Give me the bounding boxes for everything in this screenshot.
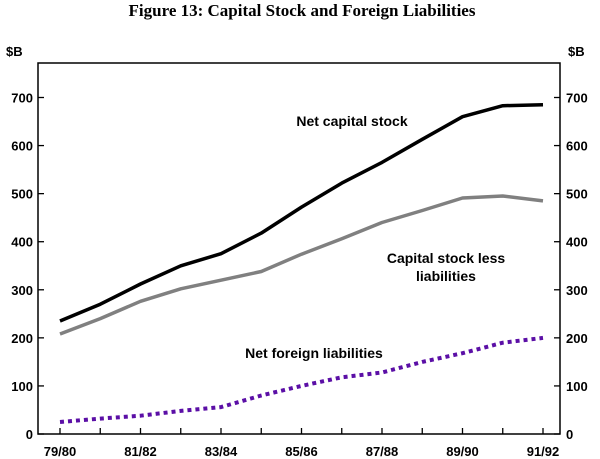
series-label: Net capital stock (296, 113, 407, 129)
x-tick-label: 79/80 (44, 444, 77, 459)
series-label: liabilities (416, 268, 476, 284)
series-label: Net foreign liabilities (245, 345, 383, 361)
y-tick-label-right: 700 (566, 91, 588, 106)
y-tick-label-right: 100 (566, 379, 588, 394)
y-tick-label-right: 500 (566, 187, 588, 202)
y-tick-label-left: 100 (11, 379, 33, 394)
y-tick-label-right: 200 (566, 331, 588, 346)
y-axis-ticks: 0 0 100 100 200 200 300 300 400 400 500 500 600 600 70… (11, 91, 587, 443)
x-tick-label: 91/92 (527, 444, 560, 459)
x-tick-label: 83/84 (205, 444, 238, 459)
x-axis-ticks: 79/80 81/82 83/84 85/86 87/88 89/90 91/92 (44, 428, 560, 459)
y-tick-label-left: 700 (11, 91, 33, 106)
y-tick-label-right: 300 (566, 283, 588, 298)
series-labels: Net capital stock Capital stock less liabi… (245, 113, 505, 361)
y-tick-label-left: 500 (11, 187, 33, 202)
series-label: Capital stock less (387, 250, 505, 266)
series-line-net-capital-stock (60, 105, 543, 321)
y-tick-label-left: 200 (11, 331, 33, 346)
x-tick-label: 81/82 (124, 444, 157, 459)
y-tick-label-left: 0 (26, 427, 33, 442)
y-tick-label-left: 400 (11, 235, 33, 250)
y-tick-label-right: 0 (566, 427, 573, 442)
chart: Figure 13: Capital Stock and Foreign Lia… (0, 0, 600, 459)
x-tick-label: 89/90 (446, 444, 479, 459)
y-tick-label-right: 600 (566, 139, 588, 154)
y-tick-label-right: 400 (566, 235, 588, 250)
x-tick-label: 85/86 (285, 444, 318, 459)
y-tick-label-left: 300 (11, 283, 33, 298)
x-tick-label: 87/88 (366, 444, 399, 459)
chart-title: Figure 13: Capital Stock and Foreign Lia… (129, 1, 476, 20)
y-tick-label-left: 600 (11, 139, 33, 154)
y-unit-left: $B (6, 44, 23, 59)
y-unit-right: $B (568, 44, 585, 59)
